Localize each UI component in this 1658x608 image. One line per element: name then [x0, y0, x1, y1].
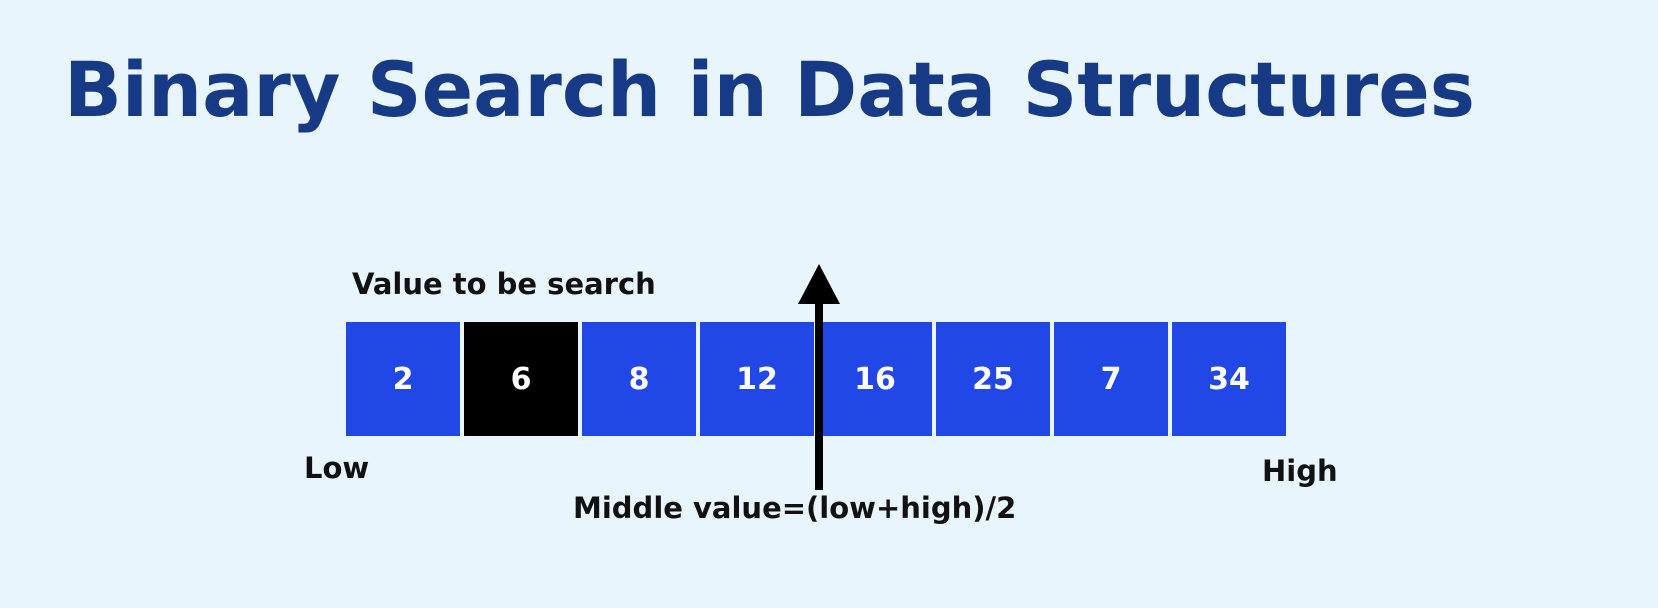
target-array-cell: 6	[464, 322, 578, 436]
array-cell: 12	[700, 322, 814, 436]
target-value-label: Value to be search	[352, 267, 656, 301]
middle-value-formula: Middle value=(low+high)/2	[573, 491, 1017, 525]
array-cell: 16	[818, 322, 932, 436]
low-pointer-label: Low	[304, 451, 370, 485]
array-cell: 2	[346, 322, 460, 436]
high-pointer-label: High	[1262, 454, 1338, 488]
sorted-array: 2 6 8 12 16 25 7 34	[346, 322, 1289, 436]
array-cell: 8	[582, 322, 696, 436]
array-cell: 25	[936, 322, 1050, 436]
page-title: Binary Search in Data Structures	[64, 45, 1475, 134]
middle-pointer-arrow-icon	[798, 264, 840, 490]
array-cell: 7	[1054, 322, 1168, 436]
array-cell: 34	[1172, 322, 1286, 436]
